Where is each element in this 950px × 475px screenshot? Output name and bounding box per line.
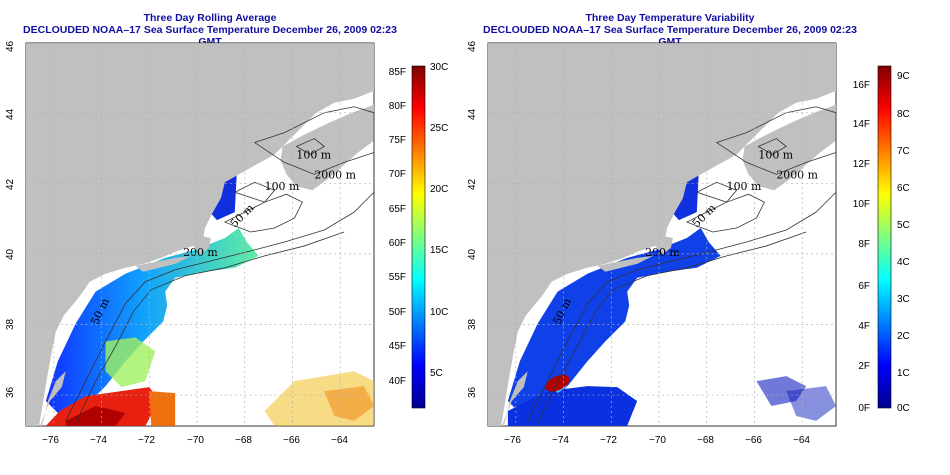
right-lat-axis: 36 38 40 42 44 46 bbox=[467, 40, 478, 398]
right-lon-label: −64 bbox=[793, 435, 810, 446]
right-lon-label: −70 bbox=[649, 435, 666, 446]
left-colorbar-c-label: 25C bbox=[430, 123, 448, 134]
left-lon-label: −74 bbox=[90, 435, 107, 446]
right-colorbar-f-label: 6F bbox=[858, 281, 870, 292]
left-colorbar-f-label: 55F bbox=[389, 272, 406, 283]
left-contours bbox=[65, 106, 374, 424]
left-lat-label: 40 bbox=[5, 248, 16, 260]
left-sst-field bbox=[26, 112, 374, 426]
right-colorbar-c-label: 0C bbox=[897, 403, 910, 414]
right-contour-label-100m-a: 100 m bbox=[758, 148, 793, 161]
right-map: 100 m 2000 m 100 m 50 m 200 m 50 m −76 −… bbox=[467, 40, 837, 446]
right-contour-label-200m: 200 m bbox=[645, 246, 680, 259]
left-lat-label: 46 bbox=[5, 40, 16, 52]
left-colorbar-f-label: 80F bbox=[389, 101, 406, 112]
right-lon-label: −68 bbox=[697, 435, 714, 446]
left-lon-label: −64 bbox=[331, 435, 348, 446]
right-lat-label: 44 bbox=[467, 108, 478, 120]
left-colorbar-c-label: 20C bbox=[430, 184, 448, 195]
right-colorbar-c-label: 3C bbox=[897, 294, 910, 305]
left-colorbar-f-label: 85F bbox=[389, 67, 406, 78]
right-lon-axis: −76 −74 −72 −70 −68 −66 −64 bbox=[504, 435, 810, 446]
right-colorbar-f-label: 0F bbox=[858, 403, 870, 414]
right-colorbar-scale bbox=[877, 65, 892, 409]
left-grid bbox=[26, 43, 374, 426]
left-lat-axis: 36 38 40 42 44 46 bbox=[5, 40, 16, 398]
left-colorbar-f-label: 60F bbox=[389, 238, 406, 249]
left-colorbar-f-label: 75F bbox=[389, 135, 406, 146]
right-colorbar: 16F 14F 12F 10F 8F 6F 4F 2F 0F 9C 8C 7C … bbox=[853, 65, 910, 414]
left-colorbar-f-label: 65F bbox=[389, 204, 406, 215]
right-colorbar-c-label: 7C bbox=[897, 146, 910, 157]
left-lat-label: 44 bbox=[5, 108, 16, 120]
right-lat-label: 38 bbox=[467, 318, 478, 330]
left-lon-label: −68 bbox=[235, 435, 252, 446]
left-contour-label-100m-b: 100 m bbox=[265, 180, 300, 193]
right-colorbar-f-label: 4F bbox=[858, 321, 870, 332]
right-colorbar-f-label: 16F bbox=[853, 80, 870, 91]
right-colorbar-c-label: 1C bbox=[897, 368, 910, 379]
left-lat-label: 42 bbox=[5, 178, 16, 190]
left-lon-label: −72 bbox=[138, 435, 155, 446]
right-colorbar-c-label: 4C bbox=[897, 257, 910, 268]
left-colorbar-c-label: 5C bbox=[430, 368, 443, 379]
right-colorbar-c-label: 9C bbox=[897, 71, 910, 82]
left-colorbar: 85F 80F 75F 70F 65F 60F 55F 50F 45F 40F … bbox=[389, 62, 448, 409]
left-contour-label-2000m: 2000 m bbox=[314, 168, 356, 181]
right-colorbar-f-label: 2F bbox=[858, 361, 870, 372]
right-colorbar-f-label: 8F bbox=[858, 239, 870, 250]
left-colorbar-f-label: 50F bbox=[389, 307, 406, 318]
left-contour-label-100m-a: 100 m bbox=[296, 148, 331, 161]
right-colorbar-f-label: 12F bbox=[853, 159, 870, 170]
right-colorbar-f-label: 10F bbox=[853, 199, 870, 210]
right-lat-label: 46 bbox=[467, 40, 478, 52]
right-lon-label: −74 bbox=[552, 435, 569, 446]
left-map: 100 m 2000 m 100 m 50 m 200 m 50 m −76 −… bbox=[5, 40, 375, 446]
left-colorbar-c-label: 30C bbox=[430, 62, 448, 73]
right-grid bbox=[488, 43, 836, 426]
left-lon-label: −70 bbox=[187, 435, 204, 446]
right-lon-label: −66 bbox=[745, 435, 762, 446]
left-lon-axis: −76 −74 −72 −70 −68 −66 −64 bbox=[42, 435, 348, 446]
right-contours bbox=[527, 106, 836, 424]
right-lat-label: 36 bbox=[467, 386, 478, 398]
right-colorbar-c-label: 8C bbox=[897, 109, 910, 120]
left-lat-label: 36 bbox=[5, 386, 16, 398]
left-contour-label-200m: 200 m bbox=[183, 246, 218, 259]
right-colorbar-c-label: 5C bbox=[897, 220, 910, 231]
right-title: Three Day Temperature Variability DECLOU… bbox=[470, 12, 870, 48]
right-colorbar-f-label: 14F bbox=[853, 119, 870, 130]
right-colorbar-c-label: 2C bbox=[897, 331, 910, 342]
right-contour-label-2000m: 2000 m bbox=[776, 168, 818, 181]
right-lat-label: 40 bbox=[467, 248, 478, 260]
left-lon-label: −76 bbox=[42, 435, 59, 446]
left-title-main: Three Day Rolling Average bbox=[143, 12, 277, 24]
right-lon-label: −76 bbox=[504, 435, 521, 446]
left-colorbar-c-label: 10C bbox=[430, 307, 448, 318]
right-contour-label-100m-b: 100 m bbox=[727, 180, 762, 193]
left-colorbar-scale bbox=[411, 65, 426, 409]
left-lon-label: −66 bbox=[283, 435, 300, 446]
left-colorbar-f-label: 40F bbox=[389, 376, 406, 387]
right-title-main: Three Day Temperature Variability bbox=[585, 12, 755, 24]
left-colorbar-c-label: 15C bbox=[430, 245, 448, 256]
left-colorbar-f-label: 45F bbox=[389, 341, 406, 352]
right-colorbar-c-label: 6C bbox=[897, 183, 910, 194]
right-lat-label: 42 bbox=[467, 178, 478, 190]
left-lat-label: 38 bbox=[5, 318, 16, 330]
right-lon-label: −72 bbox=[600, 435, 617, 446]
left-colorbar-f-label: 70F bbox=[389, 169, 406, 180]
